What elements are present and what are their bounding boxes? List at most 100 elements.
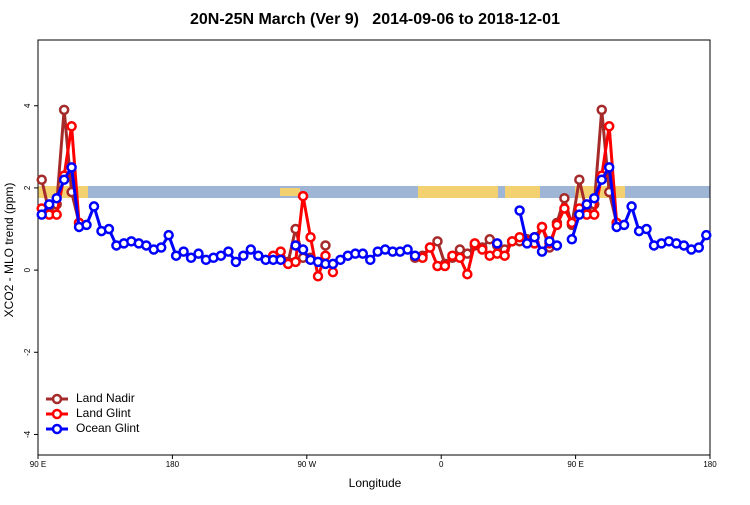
point bbox=[603, 121, 615, 132]
series bbox=[36, 162, 712, 270]
point bbox=[88, 201, 100, 212]
legend-label: Ocean Glint bbox=[76, 421, 140, 435]
point bbox=[551, 219, 563, 231]
point bbox=[514, 231, 525, 243]
point bbox=[536, 221, 548, 233]
land-patch bbox=[280, 188, 300, 196]
legend-marker bbox=[51, 423, 63, 435]
point bbox=[521, 238, 533, 249]
point bbox=[574, 209, 585, 220]
point bbox=[409, 250, 421, 261]
point bbox=[514, 205, 525, 216]
point bbox=[566, 234, 578, 245]
point bbox=[290, 256, 301, 268]
point bbox=[357, 248, 369, 259]
point bbox=[469, 238, 481, 249]
land-patch bbox=[418, 186, 498, 198]
point bbox=[312, 271, 324, 282]
point bbox=[641, 223, 652, 235]
y-tick-label: 4 bbox=[23, 103, 32, 108]
point bbox=[275, 246, 286, 257]
point bbox=[678, 240, 690, 251]
point bbox=[320, 240, 331, 251]
legend-label: Land Glint bbox=[76, 406, 131, 420]
point bbox=[484, 234, 495, 245]
point bbox=[477, 244, 488, 255]
point bbox=[253, 250, 264, 261]
x-tick-label: 90 E bbox=[567, 460, 583, 469]
point bbox=[506, 236, 518, 247]
point bbox=[245, 244, 257, 255]
point bbox=[693, 242, 705, 253]
legend-label: Land Nadir bbox=[76, 391, 135, 405]
point bbox=[238, 250, 249, 261]
x-tick-label: 90 W bbox=[297, 460, 316, 469]
point bbox=[589, 209, 600, 220]
point bbox=[327, 258, 339, 270]
y-tick-label: -4 bbox=[23, 430, 32, 438]
point bbox=[327, 266, 339, 278]
legend-marker bbox=[51, 408, 63, 420]
x-tick-label: 90 E bbox=[30, 460, 46, 469]
point bbox=[43, 199, 55, 210]
point bbox=[589, 192, 600, 204]
point bbox=[596, 174, 607, 185]
point bbox=[559, 203, 570, 214]
point bbox=[193, 248, 204, 259]
y-axis-title: XCO2 - MLO trend (ppm) bbox=[2, 183, 16, 318]
point bbox=[103, 223, 115, 235]
point bbox=[155, 242, 167, 253]
chart-title: 20N-25N March (Ver 9) 2014-09-06 to 2018… bbox=[190, 11, 560, 28]
point bbox=[529, 231, 540, 243]
point bbox=[185, 252, 197, 264]
plot-frame bbox=[37, 39, 711, 456]
point bbox=[81, 219, 92, 231]
point bbox=[618, 219, 630, 231]
point bbox=[402, 244, 413, 255]
point bbox=[290, 240, 301, 251]
point bbox=[305, 231, 316, 243]
point bbox=[603, 162, 615, 173]
land-patch bbox=[505, 186, 540, 198]
y-tick-label: 0 bbox=[23, 267, 32, 272]
point bbox=[320, 250, 331, 261]
x-tick-label: 180 bbox=[166, 460, 180, 469]
point bbox=[536, 246, 548, 257]
ocean-strip bbox=[38, 186, 710, 198]
point bbox=[178, 246, 189, 257]
y-tick-label: 2 bbox=[23, 185, 32, 190]
point bbox=[432, 236, 443, 247]
point bbox=[51, 192, 62, 204]
point bbox=[163, 229, 174, 241]
point bbox=[596, 104, 607, 116]
point bbox=[574, 174, 585, 185]
point bbox=[551, 240, 563, 251]
point bbox=[491, 238, 503, 249]
point bbox=[36, 174, 47, 185]
point bbox=[499, 250, 510, 261]
point bbox=[275, 254, 286, 266]
point bbox=[141, 240, 152, 251]
point bbox=[626, 201, 637, 212]
point bbox=[559, 192, 570, 204]
point bbox=[66, 121, 77, 132]
legend-marker bbox=[51, 393, 63, 405]
point bbox=[58, 174, 70, 185]
y-tick-label: -2 bbox=[23, 348, 32, 356]
point bbox=[170, 250, 182, 261]
point bbox=[365, 254, 376, 266]
point bbox=[581, 199, 593, 210]
point bbox=[454, 252, 466, 264]
point bbox=[51, 209, 62, 220]
point bbox=[544, 236, 555, 247]
point bbox=[462, 268, 473, 280]
point bbox=[297, 190, 309, 202]
x-tick-label: 180 bbox=[703, 460, 717, 469]
point bbox=[36, 209, 47, 220]
point bbox=[701, 229, 712, 241]
point bbox=[215, 250, 227, 261]
x-tick-label: 0 bbox=[439, 460, 444, 469]
x-axis-title: Longitude bbox=[349, 476, 402, 490]
